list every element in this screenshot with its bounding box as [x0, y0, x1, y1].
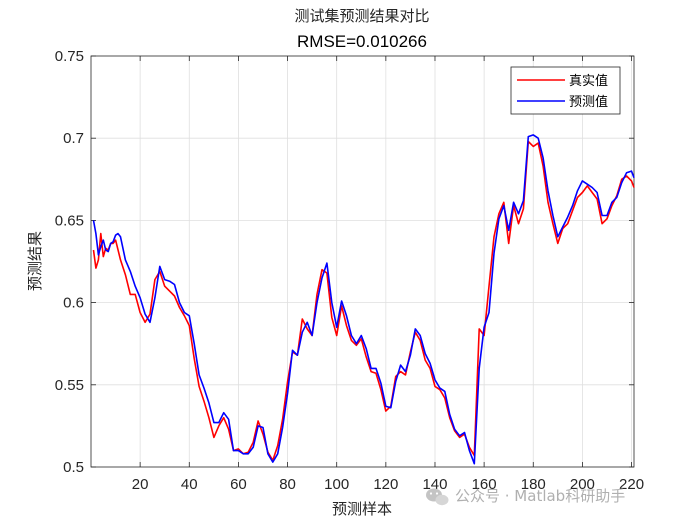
watermark: 公众号 · Matlab科研助手: [426, 487, 625, 506]
legend-label-series-0: 真实值: [569, 73, 608, 89]
x-tick-label: 20: [132, 476, 149, 493]
axis-tick-labels: 20 40 60 80 100 120 140 160 180 200 220 0.5 0.55 0.6 0…: [55, 48, 644, 493]
x-tick-label: 120: [373, 476, 398, 493]
x-tick-label: 160: [472, 476, 497, 493]
y-tick-label: 0.7: [63, 130, 84, 147]
y-tick-label: 0.75: [55, 48, 84, 65]
wechat-icon: [426, 488, 449, 506]
legend-label-series-1: 预测值: [569, 94, 608, 110]
x-axis-label: 预测样本: [332, 500, 392, 518]
x-tick-label: 80: [279, 476, 296, 493]
axis-ticks: [91, 55, 634, 468]
series-line-1: [92, 134, 635, 465]
grid: [91, 56, 634, 467]
x-tick-label: 40: [181, 476, 198, 493]
y-tick-label: 0.55: [55, 377, 84, 394]
y-tick-label: 0.5: [63, 459, 84, 476]
chart-subtitle: RMSE=0.010266: [297, 32, 427, 51]
series-line-0: [92, 140, 635, 462]
x-tick-label: 100: [324, 476, 349, 493]
y-tick-label: 0.6: [63, 295, 84, 312]
x-tick-label: 220: [619, 476, 644, 493]
watermark-text: 公众号 · Matlab科研助手: [455, 487, 625, 505]
plot-frame: [90, 55, 635, 468]
y-tick-label: 0.65: [55, 212, 84, 229]
y-axis-label: 预测结果: [26, 231, 44, 291]
legend: 真实值 预测值: [510, 66, 621, 115]
x-tick-label: 60: [230, 476, 247, 493]
x-tick-label: 140: [422, 476, 447, 493]
x-tick-label: 200: [570, 476, 595, 493]
chart-title: 测试集预测结果对比: [294, 7, 429, 25]
legend-box: [510, 66, 621, 115]
x-tick-label: 180: [521, 476, 546, 493]
series-lines: [92, 134, 635, 465]
